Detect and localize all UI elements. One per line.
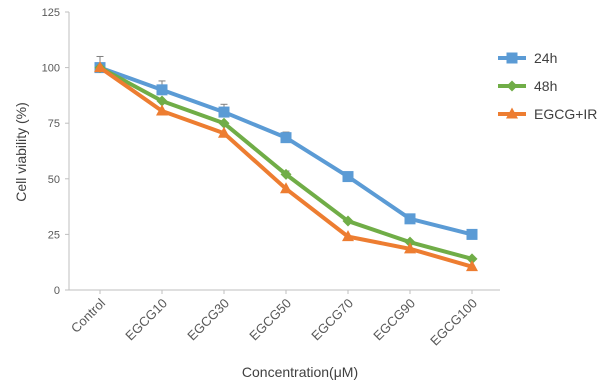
- y-tick-label: 0: [54, 285, 60, 297]
- y-tick-label: 100: [42, 63, 60, 75]
- legend-label: 24h: [534, 50, 557, 66]
- legend-label: EGCG+IR: [534, 106, 597, 122]
- legend-marker: [506, 80, 518, 92]
- x-tick-label: EGCG50: [246, 296, 294, 344]
- y-tick-label: 50: [48, 174, 60, 186]
- legend-marker: [506, 107, 518, 119]
- data-point: [404, 213, 416, 225]
- series-48h: [94, 62, 478, 265]
- x-tick-label: EGCG70: [308, 296, 356, 344]
- x-tick-label: EGCG90: [370, 296, 418, 344]
- data-point: [404, 236, 416, 248]
- y-tick-label: 25: [48, 229, 60, 241]
- legend-item: 48h: [498, 78, 557, 94]
- data-point: [342, 215, 354, 227]
- y-tick-label: 75: [48, 118, 60, 130]
- data-point: [280, 132, 292, 144]
- data-point: [156, 104, 168, 116]
- y-tick-label: 125: [42, 7, 60, 19]
- data-point: [466, 260, 478, 272]
- legend: 24h 48h EGCG+IR: [498, 50, 597, 122]
- x-tick-label: EGCG100: [427, 296, 480, 349]
- series-line: [99, 65, 473, 237]
- data-point: [218, 126, 230, 138]
- series-EGCG+IR: [94, 61, 478, 272]
- series-24h: [94, 55, 478, 240]
- data-point: [466, 228, 478, 240]
- x-axis-title: Concentration(μM): [242, 364, 358, 380]
- data-point: [466, 253, 478, 265]
- legend-item: EGCG+IR: [498, 106, 597, 122]
- legend-label: 48h: [534, 78, 557, 94]
- data-point: [218, 117, 230, 129]
- legend-marker: [506, 52, 518, 64]
- data-point: [342, 171, 354, 183]
- x-tick-label: EGCG10: [122, 296, 170, 344]
- data-point: [94, 61, 106, 73]
- data-point: [156, 84, 168, 96]
- legend-item: 24h: [498, 50, 557, 66]
- data-point: [280, 168, 292, 180]
- data-point: [218, 106, 230, 118]
- data-point: [404, 242, 416, 254]
- data-point: [156, 95, 168, 107]
- data-point: [280, 182, 292, 194]
- y-axis-title: Cell viability (%): [13, 102, 29, 202]
- data-point: [342, 230, 354, 242]
- series-line: [99, 65, 473, 261]
- x-tick-label: Control: [68, 295, 108, 335]
- series-lines: [94, 55, 478, 272]
- x-tick-label: EGCG30: [184, 296, 232, 344]
